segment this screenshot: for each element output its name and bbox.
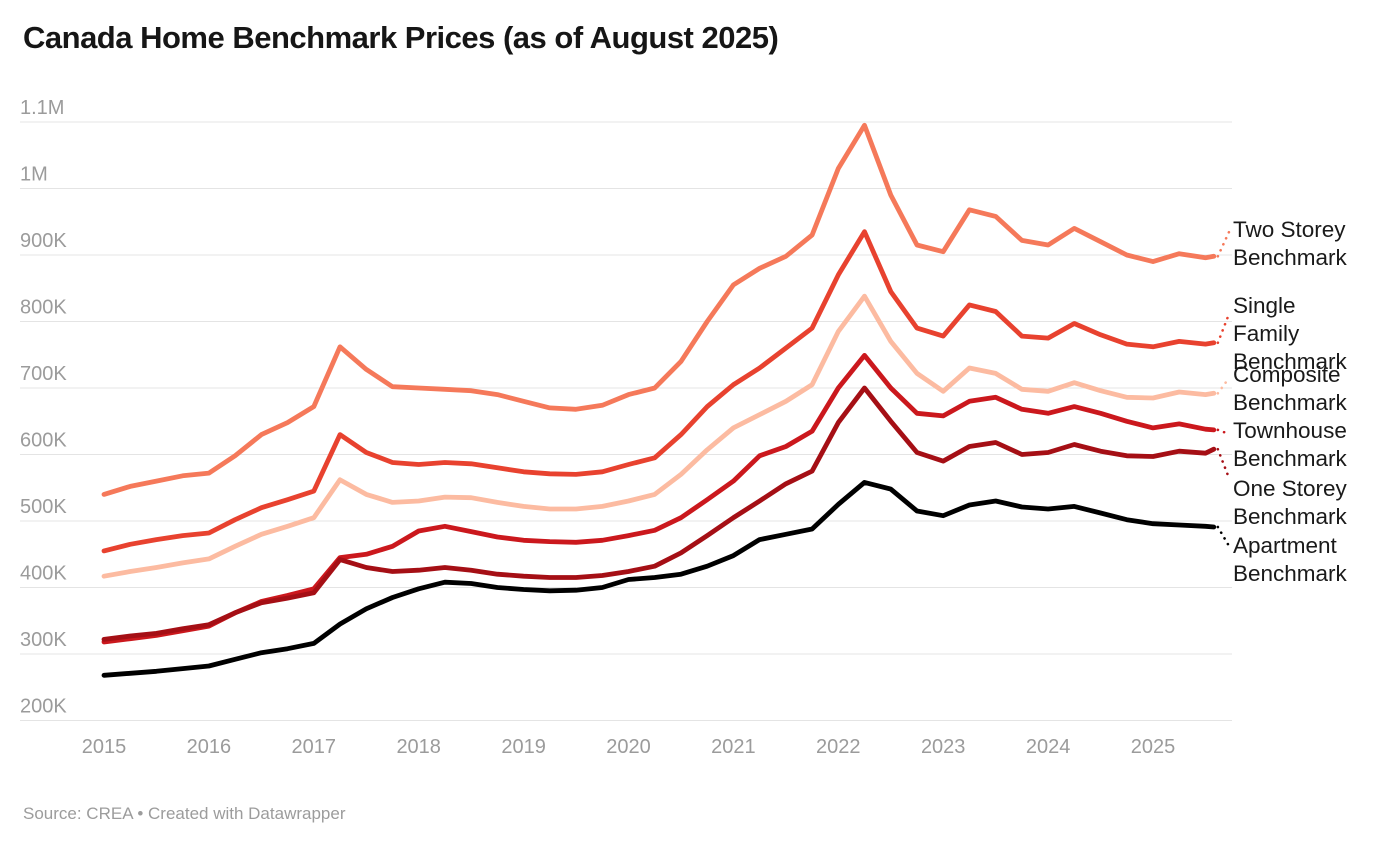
series-line-4 — [101, 385, 1217, 642]
series-label-line: Benchmark — [1233, 504, 1347, 529]
series-label-line: Composite — [1233, 362, 1341, 387]
x-axis-tick-label: 2020 — [606, 736, 651, 758]
chart-title: Canada Home Benchmark Prices (as of Augu… — [23, 20, 779, 55]
series-label-line: Family — [1233, 321, 1300, 346]
x-axis-tick-label: 2022 — [816, 736, 861, 758]
series-line-5 — [101, 479, 1217, 678]
label-leader-line — [1216, 525, 1231, 548]
series-label-line: Benchmark — [1233, 390, 1347, 415]
y-axis-tick-label: 300K — [20, 629, 67, 651]
y-axis-tick-label: 700K — [20, 363, 67, 385]
x-axis-tick-label: 2018 — [396, 736, 441, 758]
x-axis-tick-label: 2025 — [1131, 736, 1176, 758]
series-label-line: Benchmark — [1233, 561, 1347, 586]
source-note: Source: CREA • Created with Datawrapper — [23, 804, 346, 823]
series-label-line: Single — [1233, 293, 1296, 318]
y-axis-tick-label: 900K — [20, 230, 67, 252]
series-label-line: Two Storey — [1233, 217, 1346, 242]
y-axis-tick-label: 1.1M — [20, 97, 64, 119]
series-label-line: Benchmark — [1233, 349, 1347, 374]
series-line-0 — [101, 122, 1217, 497]
label-leader-line — [1216, 230, 1231, 258]
x-axis-tick-label: 2017 — [292, 736, 337, 758]
series-line-3 — [101, 352, 1217, 645]
y-axis-tick-label: 500K — [20, 496, 67, 518]
series-label-line: Apartment — [1233, 533, 1337, 558]
x-axis-tick-label: 2023 — [921, 736, 966, 758]
series-label-line: One Storey — [1233, 476, 1347, 501]
label-leader-line — [1216, 376, 1231, 395]
x-axis-tick-label: 2024 — [1026, 736, 1071, 758]
series-label: Apartment Benchmark — [1233, 532, 1347, 588]
series-line-1 — [101, 229, 1217, 554]
x-axis-tick-label: 2019 — [501, 736, 546, 758]
x-axis-tick-label: 2016 — [187, 736, 232, 758]
series-label: Townhouse Benchmark — [1233, 417, 1347, 473]
x-axis-tick-label: 2015 — [82, 736, 127, 758]
series-label-line: Benchmark — [1233, 245, 1347, 270]
label-leader-line — [1216, 428, 1231, 436]
y-axis-tick-label: 800K — [20, 297, 67, 319]
series-label: One Storey Benchmark — [1233, 475, 1347, 531]
series-label-line: Townhouse — [1233, 418, 1347, 443]
label-leader-line — [1216, 447, 1231, 480]
x-axis-tick-label: 2021 — [711, 736, 756, 758]
y-axis-tick-label: 600K — [20, 430, 67, 452]
series-label: Single Family Benchmark — [1233, 292, 1347, 376]
series-label: Composite Benchmark — [1233, 361, 1347, 417]
y-axis-tick-label: 1M — [20, 164, 48, 186]
y-axis-tick-label: 400K — [20, 563, 67, 585]
label-leader-line — [1216, 312, 1231, 345]
y-axis-tick-label: 200K — [20, 696, 67, 718]
series-label: Two Storey Benchmark — [1233, 216, 1347, 272]
series-label-line: Benchmark — [1233, 446, 1347, 471]
series-line-2 — [101, 293, 1217, 579]
